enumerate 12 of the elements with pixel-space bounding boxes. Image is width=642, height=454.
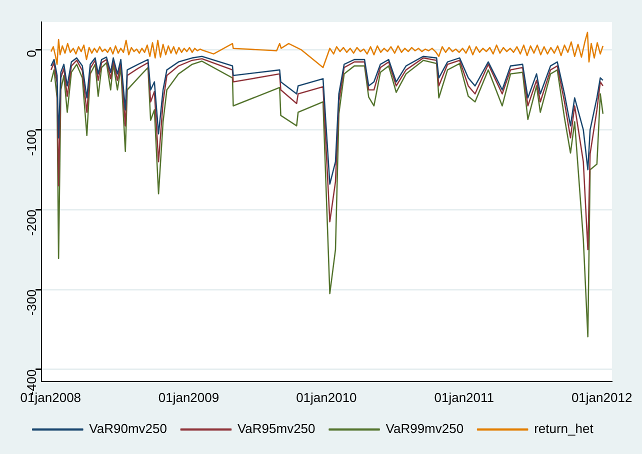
x-tick-label: 01jan2012 bbox=[571, 390, 632, 405]
y-tick-label: -200 bbox=[24, 210, 40, 236]
y-tick-label: -300 bbox=[24, 290, 40, 316]
legend-label: VaR95mv250 bbox=[237, 421, 316, 436]
legend-label: VaR99mv250 bbox=[386, 421, 464, 436]
y-tick-label: -100 bbox=[24, 130, 40, 156]
x-tick-label: 01jan2010 bbox=[296, 390, 357, 405]
x-tick-label: 01jan2011 bbox=[434, 390, 494, 405]
legend-label: VaR90mv250 bbox=[89, 421, 167, 436]
legend-label: return_het bbox=[534, 421, 594, 436]
y-tick-label: 0 bbox=[24, 50, 40, 58]
x-tick-label: 01jan2009 bbox=[158, 390, 220, 405]
